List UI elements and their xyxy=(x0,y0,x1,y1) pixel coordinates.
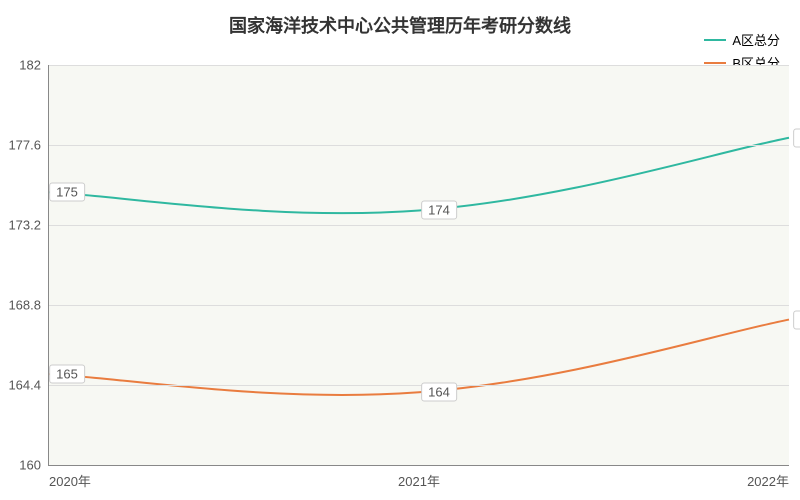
x-tick-label: 2020年 xyxy=(49,465,91,490)
data-label: 178 xyxy=(793,128,800,147)
data-label: 174 xyxy=(421,201,457,220)
lines-svg xyxy=(49,65,789,465)
gridline xyxy=(49,385,789,386)
gridline xyxy=(49,225,789,226)
y-tick-label: 182 xyxy=(19,58,49,73)
legend-item-0: A区总分 xyxy=(704,30,780,49)
y-tick-label: 164.4 xyxy=(8,378,49,393)
chart-container: 国家海洋技术中心公共管理历年考研分数线 A区总分B区总分 160164.4168… xyxy=(0,0,800,500)
legend-label: A区总分 xyxy=(732,30,780,49)
series-line-0 xyxy=(49,138,789,213)
x-tick-label: 2021年 xyxy=(398,465,440,490)
gridline xyxy=(49,305,789,306)
gridline xyxy=(49,65,789,66)
gridline xyxy=(49,145,789,146)
data-label: 164 xyxy=(421,383,457,402)
y-tick-label: 168.8 xyxy=(8,298,49,313)
y-tick-label: 177.6 xyxy=(8,138,49,153)
legend-swatch-icon xyxy=(704,62,726,64)
series-line-1 xyxy=(49,320,789,395)
data-label: 165 xyxy=(49,365,85,384)
plot-area: 160164.4168.8173.2177.61822020年2021年2022… xyxy=(48,65,789,466)
y-tick-label: 173.2 xyxy=(8,218,49,233)
data-label: 175 xyxy=(49,183,85,202)
data-label: 168 xyxy=(793,310,800,329)
y-tick-label: 160 xyxy=(19,458,49,473)
chart-title: 国家海洋技术中心公共管理历年考研分数线 xyxy=(229,12,571,38)
legend-swatch-icon xyxy=(704,39,726,41)
x-tick-label: 2022年 xyxy=(747,465,789,490)
